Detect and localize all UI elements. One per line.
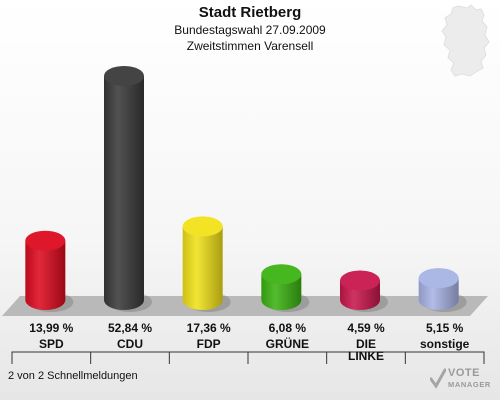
chart-title: Stadt Rietberg — [198, 4, 302, 21]
logo-text-manager: MANAGER — [448, 380, 491, 389]
category-label: CDU — [117, 337, 143, 351]
checkmark-icon — [430, 368, 446, 389]
category-label: FDP — [197, 337, 221, 351]
chart-subtitle-district: Zweitstimmen Varensell — [186, 39, 314, 53]
category-label: GRÜNE — [266, 336, 309, 351]
value-label: 52,84 % — [108, 321, 152, 335]
value-label: 4,59 % — [347, 321, 385, 335]
footer-status: 2 von 2 Schnellmeldungen — [8, 370, 138, 382]
category-label: SPD — [39, 337, 64, 351]
category-label: sonstige — [420, 337, 470, 351]
logo-text-vote: VOTE — [448, 367, 480, 379]
chart-floor — [2, 296, 488, 316]
bar-grüne — [261, 264, 310, 312]
vote-manager-logo: VOTE MANAGER — [428, 366, 498, 396]
chart-subtitle-election: Bundestagswahl 27.09.2009 — [174, 23, 326, 37]
value-label: 6,08 % — [269, 321, 307, 335]
bar-sonstige — [418, 268, 467, 312]
category-label: DIE LINKE — [348, 337, 384, 363]
value-label: 5,15 % — [426, 321, 464, 335]
bar-fdp — [182, 216, 231, 312]
value-label: 17,36 % — [187, 321, 231, 335]
bar-cdu — [104, 66, 152, 312]
germany-map-icon — [441, 4, 490, 77]
value-label: 13,99 % — [29, 321, 73, 335]
bar-spd — [25, 230, 74, 312]
bar-die-linke — [340, 270, 388, 312]
